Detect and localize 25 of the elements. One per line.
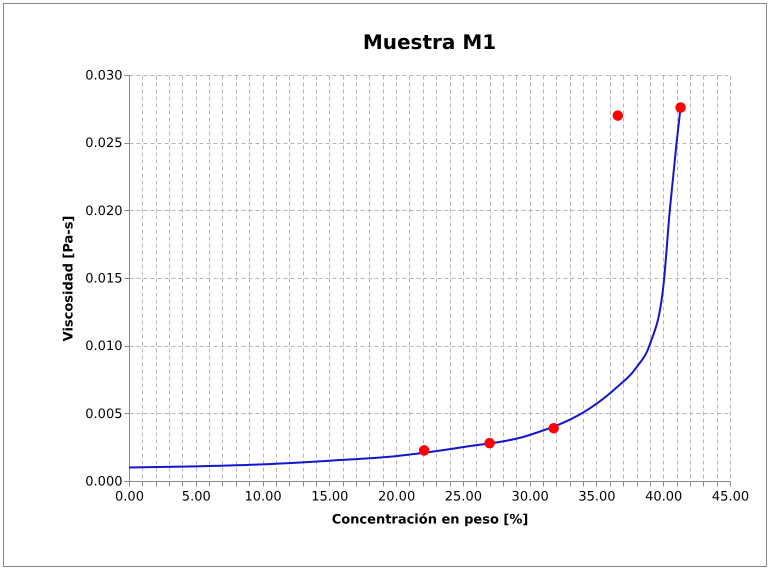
y-axis-title: Viscosidad [Pa-s] [61, 216, 76, 342]
x-tick-label: 5.00 [182, 490, 211, 504]
x-tick-label: 0.00 [115, 490, 144, 504]
y-tick-label: 0.010 [85, 339, 122, 354]
point [675, 102, 686, 113]
x-tick-label: 15.00 [311, 490, 348, 504]
x-tick-label: 25.00 [444, 490, 482, 504]
x-tick-label: 45.00 [712, 490, 750, 504]
x-axis-title: Concentración en peso [%] [332, 512, 528, 528]
x-tick-label: 40.00 [645, 490, 682, 504]
point [418, 445, 430, 456]
y-tick-label: 0.000 [85, 474, 122, 490]
point [612, 110, 624, 121]
x-tick-label: 20.00 [378, 490, 416, 504]
chart-title: Muestra M1 [362, 30, 496, 54]
y-tick-label: 0.030 [85, 68, 122, 84]
x-tick-label: 30.00 [512, 490, 549, 504]
y-tick-label: 0.005 [85, 406, 122, 422]
y-tick-label: 0.015 [85, 272, 122, 286]
y-tick-label: 0.025 [85, 136, 122, 152]
point [548, 422, 559, 434]
point [484, 438, 495, 448]
x-tick-label: 35.00 [578, 490, 616, 504]
y-tick-label: 0.020 [85, 204, 122, 219]
x-tick-label: 10.00 [244, 490, 282, 504]
